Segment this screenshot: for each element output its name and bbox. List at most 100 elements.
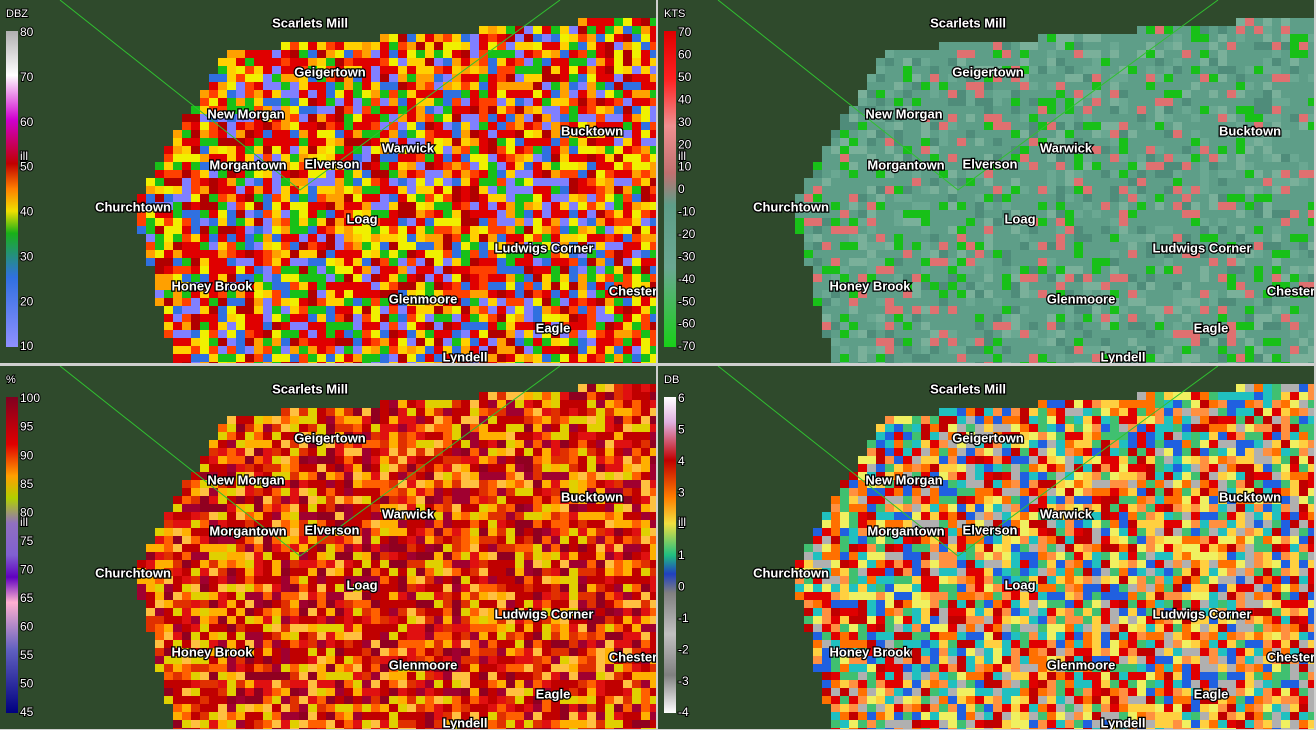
radar-echo <box>515 98 524 106</box>
radar-echo <box>353 130 362 138</box>
radar-echo <box>903 306 912 314</box>
radar-echo <box>876 298 885 306</box>
radar-echo <box>470 322 479 330</box>
radar-echo <box>984 194 993 202</box>
radar-echo <box>993 130 1002 138</box>
radar-echo <box>551 154 560 162</box>
radar-echo <box>1227 362 1236 363</box>
radar-echo <box>272 242 281 250</box>
radar-echo <box>948 130 957 138</box>
radar-echo <box>380 106 389 114</box>
radar-echo <box>1155 314 1164 322</box>
radar-echo <box>236 480 245 488</box>
radar-echo <box>1074 266 1083 274</box>
radar-echo <box>497 74 506 82</box>
radar-echo <box>317 162 326 170</box>
radar-echo <box>1254 74 1263 82</box>
unit-label: KTS <box>664 8 685 20</box>
radar-echo <box>1245 98 1254 106</box>
radar-echo <box>173 648 182 656</box>
radar-echo <box>191 282 200 290</box>
radar-echo <box>227 544 236 552</box>
radar-echo <box>939 258 948 266</box>
radar-echo <box>650 170 656 178</box>
place-name: Churchtown <box>753 199 829 214</box>
radar-echo <box>425 138 434 146</box>
radar-echo <box>632 178 641 186</box>
radar-echo <box>858 306 867 314</box>
radar-echo <box>398 74 407 82</box>
radar-echo <box>1047 82 1056 90</box>
radar-echo <box>506 218 515 226</box>
radar-echo <box>650 338 656 346</box>
radar-echo <box>263 194 272 202</box>
radar-echo <box>858 234 867 242</box>
marker-label: ill <box>678 149 686 163</box>
radar-echo <box>1002 146 1011 154</box>
radar-echo <box>1191 362 1200 363</box>
radar-echo <box>182 154 191 162</box>
radar-echo <box>1218 266 1227 274</box>
radar-echo <box>1182 74 1191 82</box>
radar-echo <box>398 266 407 274</box>
radar-echo <box>254 226 263 234</box>
radar-echo <box>353 226 362 234</box>
radar-echo <box>1056 58 1065 66</box>
radar-echo <box>443 274 452 282</box>
radar-echo <box>1164 122 1173 130</box>
radar-echo <box>281 106 290 114</box>
radar-echo <box>290 58 299 66</box>
radar-echo <box>1263 322 1272 330</box>
radar-echo <box>506 298 515 306</box>
radar-echo <box>939 338 948 346</box>
radar-echo <box>416 258 425 266</box>
radar-echo <box>894 234 903 242</box>
radar-echo <box>1020 194 1029 202</box>
radar-echo <box>966 314 975 322</box>
radar-echo <box>380 330 389 338</box>
radar-echo <box>506 50 515 58</box>
radar-echo <box>1065 122 1074 130</box>
radar-echo <box>200 560 209 568</box>
radar-echo <box>551 114 560 122</box>
radar-echo <box>813 218 822 226</box>
radar-echo <box>389 346 398 354</box>
radar-echo <box>506 154 515 162</box>
radar-echo <box>1182 122 1191 130</box>
radar-echo <box>930 346 939 354</box>
radar-echo <box>245 58 254 66</box>
radar-echo <box>966 362 975 363</box>
radar-echo <box>479 274 488 282</box>
radar-echo <box>155 274 164 282</box>
radar-echo <box>272 314 281 322</box>
radar-echo <box>894 122 903 130</box>
radar-echo <box>1263 306 1272 314</box>
radar-echo <box>416 338 425 346</box>
radar-echo <box>434 154 443 162</box>
place-name: Morgantown <box>867 157 944 172</box>
radar-echo <box>254 194 263 202</box>
radar-echo <box>1047 114 1056 122</box>
radar-echo <box>173 266 182 274</box>
radar-echo <box>317 242 326 250</box>
radar-echo <box>452 242 461 250</box>
radar-echo <box>344 306 353 314</box>
radar-echo <box>1038 34 1047 42</box>
radar-echo <box>930 330 939 338</box>
radar-echo <box>578 106 587 114</box>
radar-echo <box>470 98 479 106</box>
radar-echo <box>957 362 966 363</box>
radar-echo <box>425 122 434 130</box>
radar-echo <box>551 82 560 90</box>
radar-echo <box>605 186 614 194</box>
radar-echo <box>245 362 254 363</box>
radar-echo <box>1029 138 1038 146</box>
radar-echo <box>1272 42 1281 50</box>
radar-echo <box>227 74 236 82</box>
radar-echo <box>452 274 461 282</box>
radar-echo <box>191 720 200 728</box>
radar-echo <box>1002 170 1011 178</box>
radar-echo <box>569 266 578 274</box>
radar-echo <box>984 282 993 290</box>
radar-echo <box>191 322 200 330</box>
